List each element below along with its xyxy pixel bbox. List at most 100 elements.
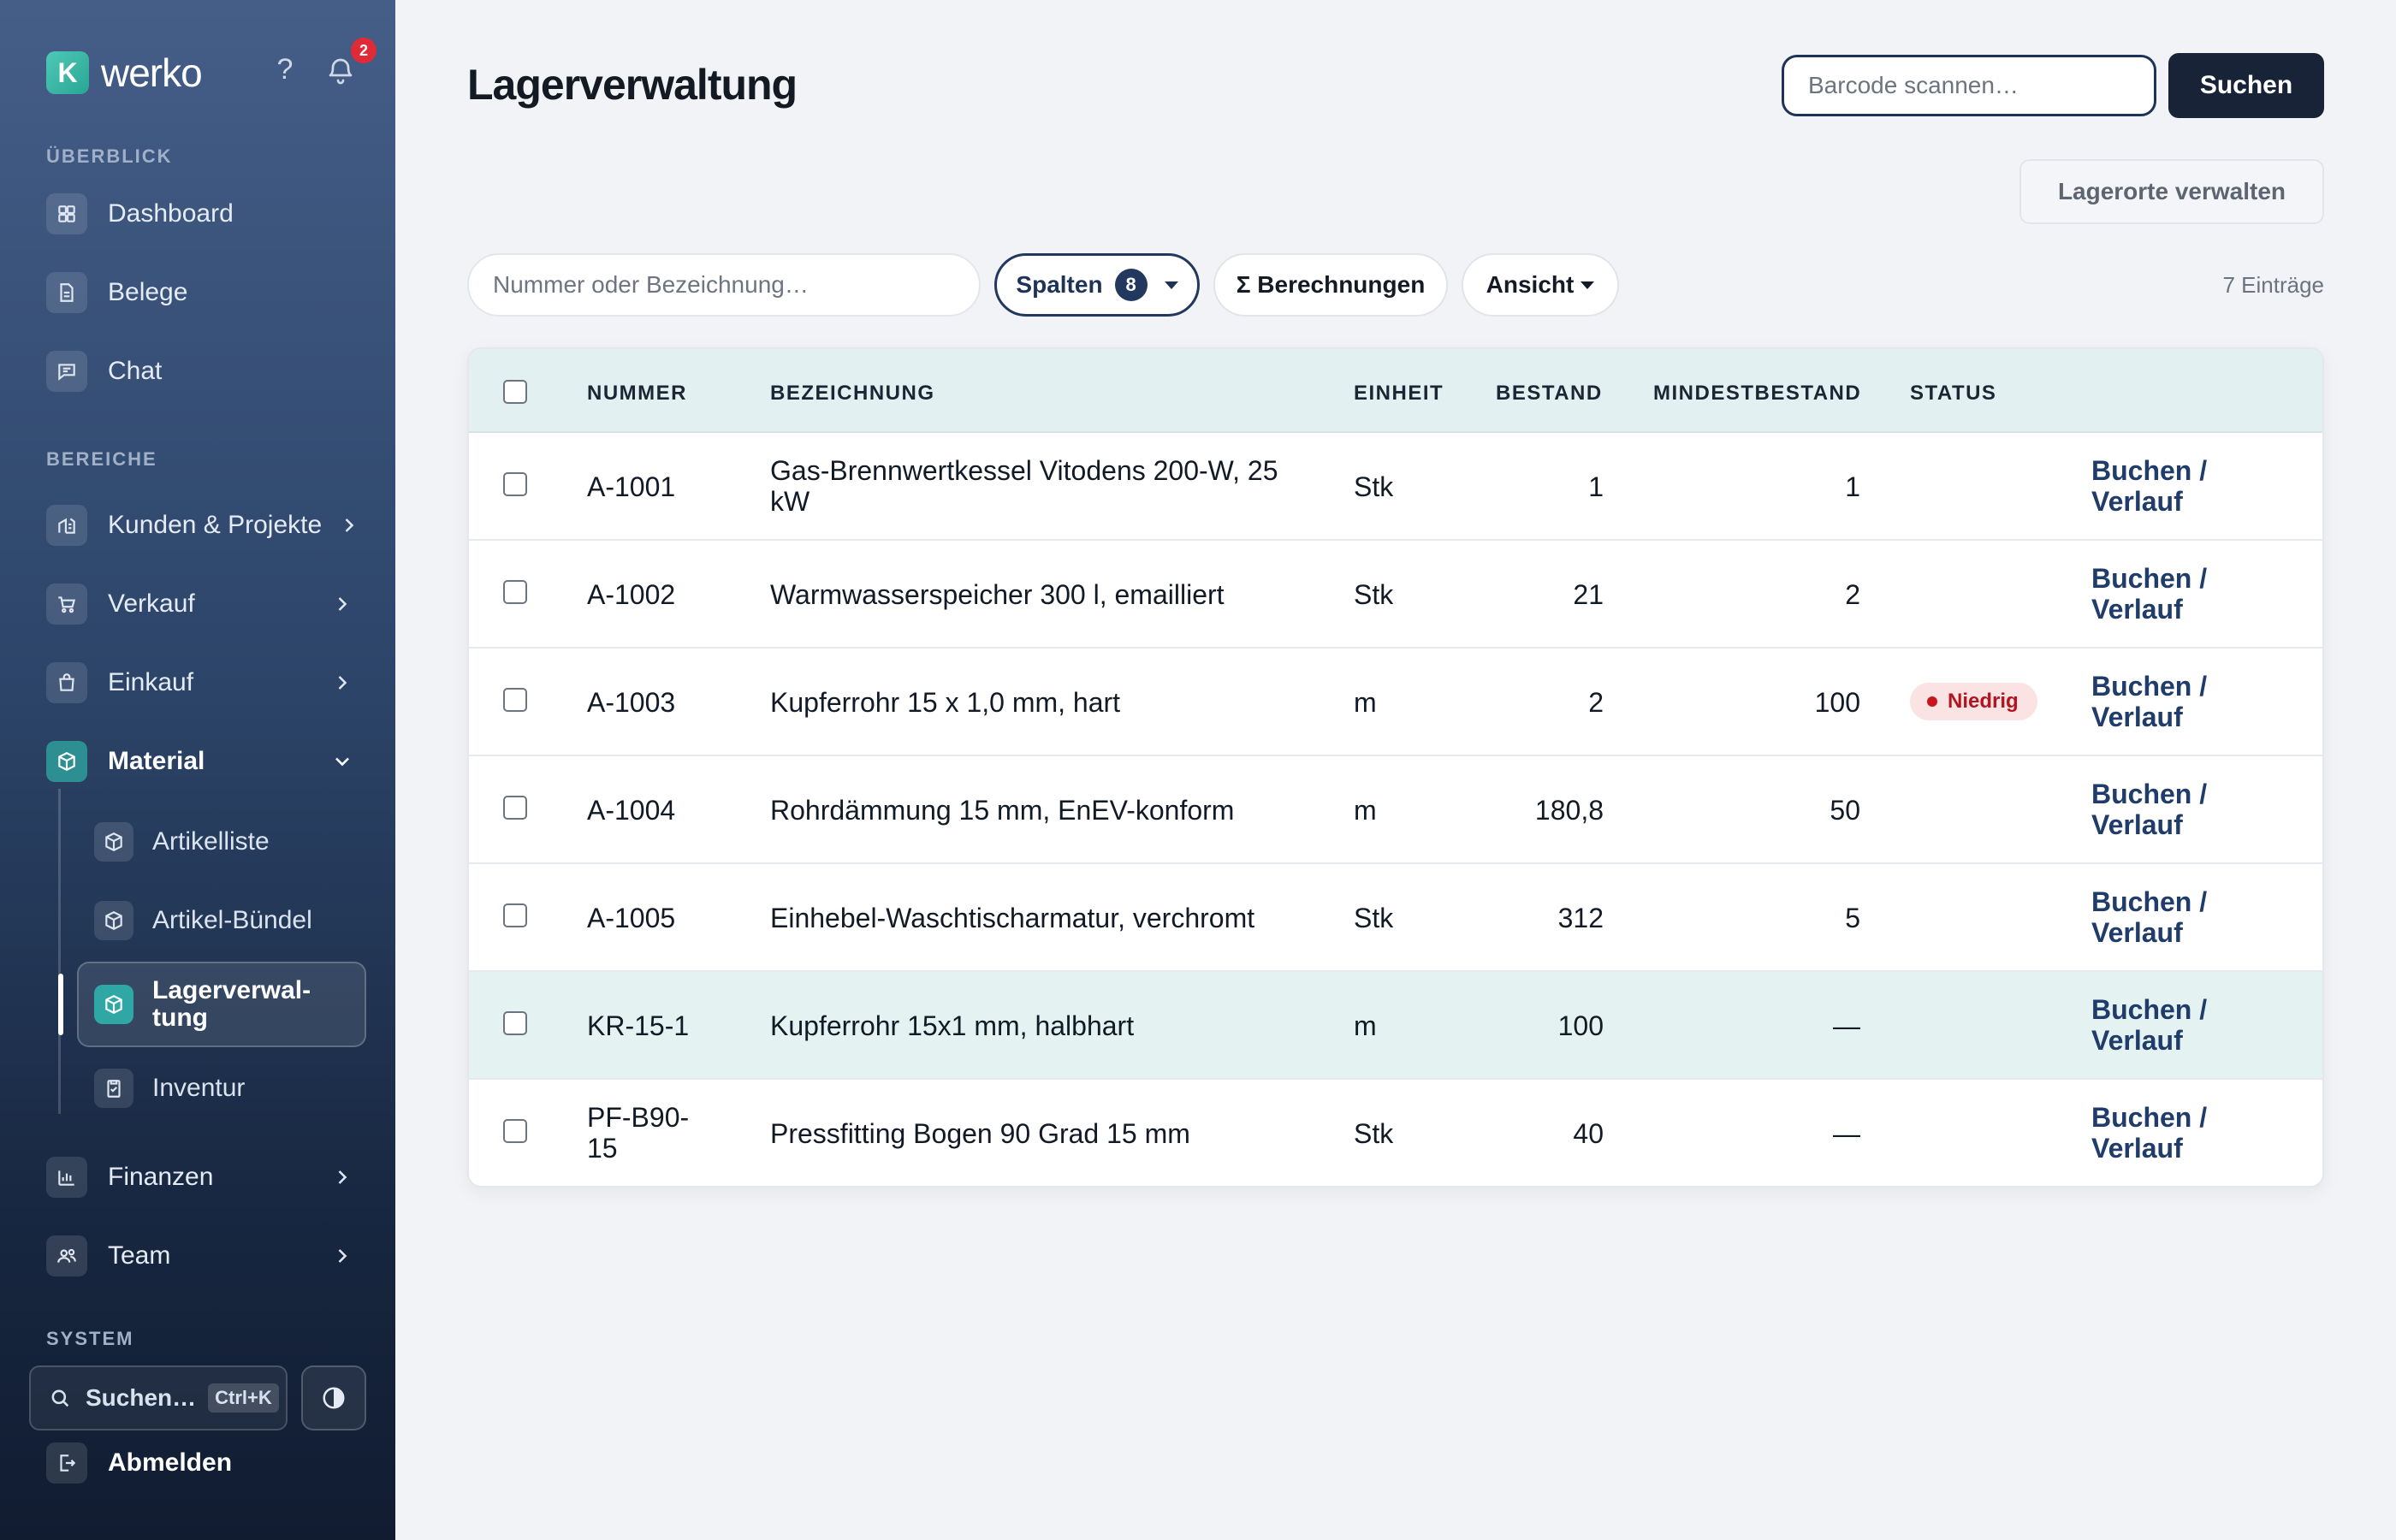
table-row[interactable]: A-1004 Rohrdämmung 15 mm, EnEV-konform m 18… xyxy=(469,756,2322,864)
sidebar-item-finanzen[interactable]: Finanzen xyxy=(46,1152,354,1203)
cell-bestand: 21 xyxy=(1573,579,1604,610)
sidebar-item-team[interactable]: Team xyxy=(46,1230,354,1282)
sidebar-subitem-artikel-buendel[interactable]: Artikel-Bündel xyxy=(94,895,366,946)
table-row[interactable]: A-1005 Einhebel-Waschtischarmatur, verchr… xyxy=(469,864,2322,972)
row-checkbox[interactable] xyxy=(503,1011,527,1035)
row-checkbox[interactable] xyxy=(503,472,527,496)
cell-nummer: A-1005 xyxy=(587,903,676,933)
columns-button[interactable]: Spalten 8 xyxy=(994,253,1200,317)
chevron-right-icon xyxy=(338,1170,347,1184)
cell-einheit: m xyxy=(1354,795,1377,826)
sidebar-item-chat[interactable]: Chat xyxy=(46,346,354,397)
sidebar-item-label: Team xyxy=(108,1241,171,1270)
chevron-down-icon xyxy=(335,757,349,767)
sidebar-subitem-lagerverwaltung[interactable]: Lagerverwal- tung xyxy=(94,977,366,1032)
cell-nummer: A-1004 xyxy=(587,795,676,826)
book-history-link[interactable]: Buchen / Verlauf xyxy=(2091,671,2208,732)
brand[interactable]: K werko xyxy=(46,50,203,96)
notification-badge: 2 xyxy=(351,38,377,63)
book-history-link[interactable]: Buchen / Verlauf xyxy=(2091,563,2208,625)
notification-bell-icon[interactable] xyxy=(325,55,359,89)
book-history-link[interactable]: Buchen / Verlauf xyxy=(2091,455,2208,517)
sidebar-item-dashboard[interactable]: Dashboard xyxy=(46,188,354,240)
columns-label: Spalten xyxy=(1016,271,1103,298)
entries-count: 7 Einträge xyxy=(2222,272,2324,298)
barcode-input[interactable] xyxy=(1782,55,2156,116)
brand-name: werko xyxy=(101,50,203,95)
cell-bezeichnung: Rohrdämmung 15 mm, EnEV-konform xyxy=(770,795,1235,826)
inventory-table: NUMMER BEZEICHNUNG EINHEIT BESTAND MINDE… xyxy=(467,347,2324,1188)
logout-button[interactable]: Abmelden xyxy=(46,1442,232,1484)
row-checkbox[interactable] xyxy=(503,903,527,927)
cell-nummer: KR-15-1 xyxy=(587,1010,690,1041)
theme-toggle-button[interactable] xyxy=(301,1365,366,1430)
table-row[interactable]: A-1002 Warmwasserspeicher 300 l, emaillie… xyxy=(469,541,2322,649)
book-history-link[interactable]: Buchen / Verlauf xyxy=(2091,1102,2208,1164)
sidebar-item-label: Verkauf xyxy=(108,589,195,618)
global-search-button[interactable]: Suchen… Ctrl+K xyxy=(29,1365,288,1430)
book-history-link[interactable]: Buchen / Verlauf xyxy=(2091,886,2208,948)
row-checkbox[interactable] xyxy=(503,688,527,712)
row-checkbox[interactable] xyxy=(503,1119,527,1143)
column-header-einheit[interactable]: EINHEIT xyxy=(1354,382,1444,405)
cell-mindestbestand: 100 xyxy=(1814,687,1860,718)
brand-logo: K xyxy=(46,51,89,94)
column-header-mindestbestand[interactable]: MINDESTBESTAND xyxy=(1653,382,1862,405)
caret-down-icon xyxy=(1581,281,1595,289)
sidebar-subitem-label: Artikel-Bündel xyxy=(152,906,312,934)
caret-down-icon xyxy=(1164,281,1178,289)
cell-bezeichnung: Kupferrohr 15 x 1,0 mm, hart xyxy=(770,687,1121,718)
sidebar-subitem-artikelliste[interactable]: Artikelliste xyxy=(94,816,366,868)
section-label-overview: ÜBERBLICK xyxy=(46,145,173,167)
table-row[interactable]: A-1003 Kupferrohr 15 x 1,0 mm, hart m 2 100 N… xyxy=(469,649,2322,756)
sidebar-item-label: Chat xyxy=(108,357,163,385)
chevron-right-icon xyxy=(345,518,354,532)
search-label: Suchen… xyxy=(86,1384,197,1411)
row-checkbox[interactable] xyxy=(503,580,527,604)
section-label-areas: BEREICHE xyxy=(46,448,157,470)
sidebar-item-einkauf[interactable]: Einkauf xyxy=(46,657,354,708)
sidebar-item-belege[interactable]: Belege xyxy=(46,267,354,318)
column-header-bezeichnung[interactable]: BEZEICHNUNG xyxy=(770,382,935,405)
cell-einheit: Stk xyxy=(1354,903,1394,933)
dashboard-icon xyxy=(46,193,87,234)
cell-einheit: Stk xyxy=(1354,579,1394,610)
cell-bezeichnung: Pressfitting Bogen 90 Grad 15 mm xyxy=(770,1118,1190,1149)
book-history-link[interactable]: Buchen / Verlauf xyxy=(2091,779,2208,840)
row-checkbox[interactable] xyxy=(503,796,527,820)
status-badge: Niedrig xyxy=(1910,683,2037,720)
calculations-button[interactable]: Σ Berechnungen xyxy=(1213,253,1448,317)
cell-einheit: Stk xyxy=(1354,471,1394,502)
cell-bestand: 1 xyxy=(1588,471,1604,502)
column-header-status[interactable]: STATUS xyxy=(1910,382,1997,405)
status-label: Niedrig xyxy=(1948,690,2019,713)
table-row[interactable]: KR-15-1 Kupferrohr 15x1 mm, halbhart m 100 —… xyxy=(469,972,2322,1080)
table-row[interactable]: PF-B90- 15 Pressfitting Bogen 90 Grad 15 … xyxy=(469,1080,2322,1186)
filter-input[interactable] xyxy=(467,253,981,317)
cell-einheit: Stk xyxy=(1354,1118,1394,1149)
sidebar-subitem-inventur[interactable]: Inventur xyxy=(94,1063,366,1114)
sidebar-item-label: Belege xyxy=(108,278,188,306)
sidebar-item-kunden-projekte[interactable]: Kunden & Projekte xyxy=(46,500,354,551)
chevron-right-icon xyxy=(338,597,347,611)
help-icon[interactable]: ? xyxy=(276,53,294,86)
box-icon xyxy=(46,741,87,782)
table-row[interactable]: A-1001 Gas-Brennwertkessel Vitodens 200-W… xyxy=(469,433,2322,541)
sidebar-item-verkauf[interactable]: Verkauf xyxy=(46,578,354,630)
sidebar-subitem-label: Inventur xyxy=(152,1074,246,1102)
column-header-bestand[interactable]: BESTAND xyxy=(1496,382,1603,405)
select-all-checkbox[interactable] xyxy=(503,380,527,404)
cell-bestand: 180,8 xyxy=(1534,795,1604,826)
search-button[interactable]: Suchen xyxy=(2168,53,2324,118)
sidebar-item-label: Material xyxy=(108,747,205,775)
cell-nummer: A-1001 xyxy=(587,471,676,502)
manage-locations-button[interactable]: Lagerorte verwalten xyxy=(2019,159,2324,224)
column-header-nummer[interactable]: NUMMER xyxy=(587,382,687,405)
view-button[interactable]: Ansicht xyxy=(1462,253,1619,317)
cell-mindestbestand: — xyxy=(1833,1118,1860,1149)
bag-icon xyxy=(46,662,87,703)
book-history-link[interactable]: Buchen / Verlauf xyxy=(2091,994,2208,1056)
document-icon xyxy=(46,272,87,313)
cell-bezeichnung: Einhebel-Waschtischarmatur, verchromt xyxy=(770,903,1255,933)
sidebar-item-material[interactable]: Material xyxy=(46,736,354,787)
